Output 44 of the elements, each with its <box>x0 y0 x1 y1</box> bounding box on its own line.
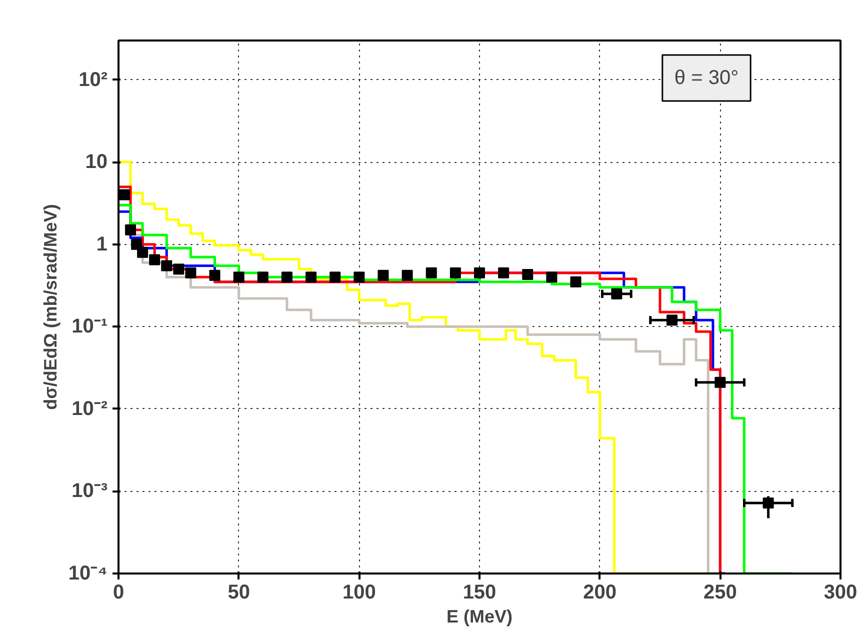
point <box>354 272 365 283</box>
point <box>762 497 774 508</box>
point <box>137 246 148 258</box>
x-tick-label: 50 <box>228 582 250 604</box>
x-tick-label: 0 <box>112 582 124 604</box>
point <box>209 270 220 281</box>
point <box>378 270 389 281</box>
point <box>474 267 485 278</box>
point <box>257 272 268 283</box>
y-tick-label: 1 <box>96 233 108 256</box>
point <box>666 314 678 326</box>
point <box>611 288 622 300</box>
point <box>306 272 317 283</box>
annotation: θ = 30° <box>674 66 739 89</box>
y-tick-label: 10⁻⁴ <box>68 562 108 584</box>
y-tick-label: 10⁻¹ <box>72 316 108 338</box>
x-tick-label: 250 <box>703 582 737 604</box>
point <box>119 189 130 200</box>
point <box>570 276 582 288</box>
point <box>450 267 461 278</box>
point <box>546 272 558 283</box>
x-tick-label: 300 <box>824 582 858 604</box>
y-tick-label: 10 <box>85 151 108 174</box>
point <box>498 267 510 278</box>
y-tick-label: 10⁻³ <box>72 480 108 502</box>
point <box>125 224 136 236</box>
point <box>149 254 160 266</box>
point <box>426 267 437 278</box>
y-tick-label: 10⁻² <box>72 398 108 420</box>
x-tick-label: 100 <box>342 582 376 604</box>
point <box>330 272 341 283</box>
point <box>233 272 244 283</box>
x-tick-label: 200 <box>583 582 617 604</box>
x-axis-title: E (MeV) <box>446 606 513 626</box>
point <box>161 260 172 272</box>
point <box>714 376 726 388</box>
point <box>185 267 196 278</box>
x-tick-label: 150 <box>462 582 496 604</box>
y-tick-label: 10² <box>78 68 108 91</box>
point <box>402 270 413 281</box>
y-axis-title: dσ/dEdΩ (mb/srad/MeV) <box>40 204 60 410</box>
point <box>173 264 184 275</box>
point <box>522 269 534 280</box>
point <box>281 272 292 283</box>
